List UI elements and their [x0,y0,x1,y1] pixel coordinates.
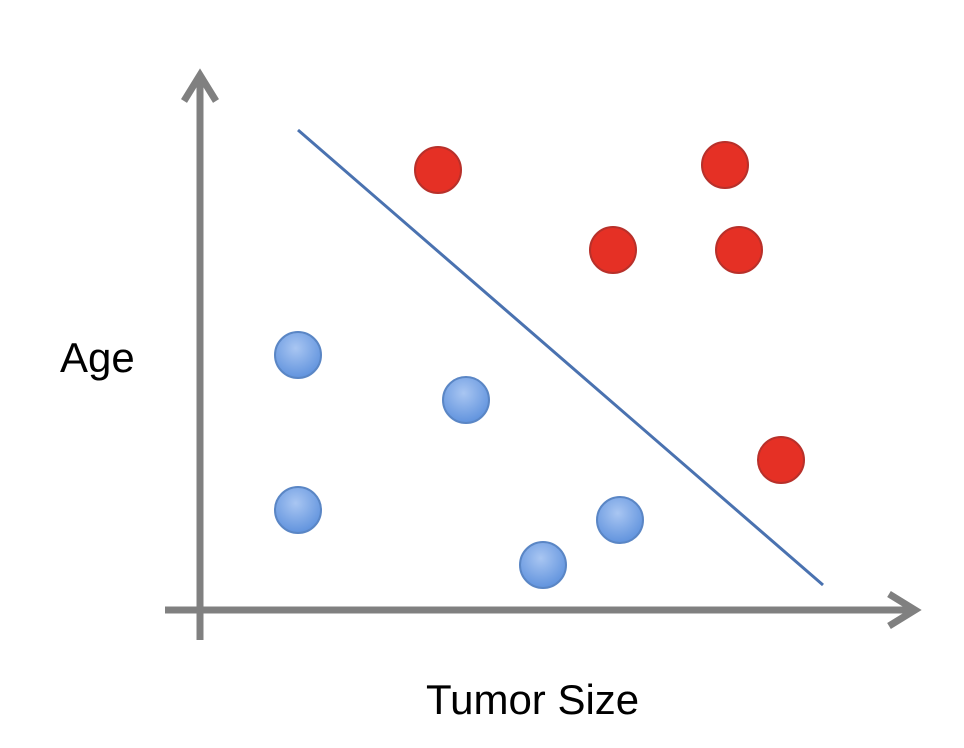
blue-data-point-4 [519,541,567,589]
red-data-point-3 [701,141,749,189]
red-data-point-2 [589,226,637,274]
decision-boundary-line [297,128,824,587]
red-data-point-5 [757,436,805,484]
axes [165,68,922,640]
blue-data-point-1 [274,331,322,379]
x-axis-arrowhead [887,591,922,629]
y-axis-arrowhead [181,68,219,103]
data-points [274,141,805,589]
blue-data-point-5 [596,496,644,544]
red-data-point-1 [414,146,462,194]
red-data-point-4 [715,226,763,274]
y-axis-label: Age [60,334,135,381]
blue-data-point-2 [442,376,490,424]
x-axis-label: Tumor Size [426,676,640,723]
blue-data-point-3 [274,486,322,534]
